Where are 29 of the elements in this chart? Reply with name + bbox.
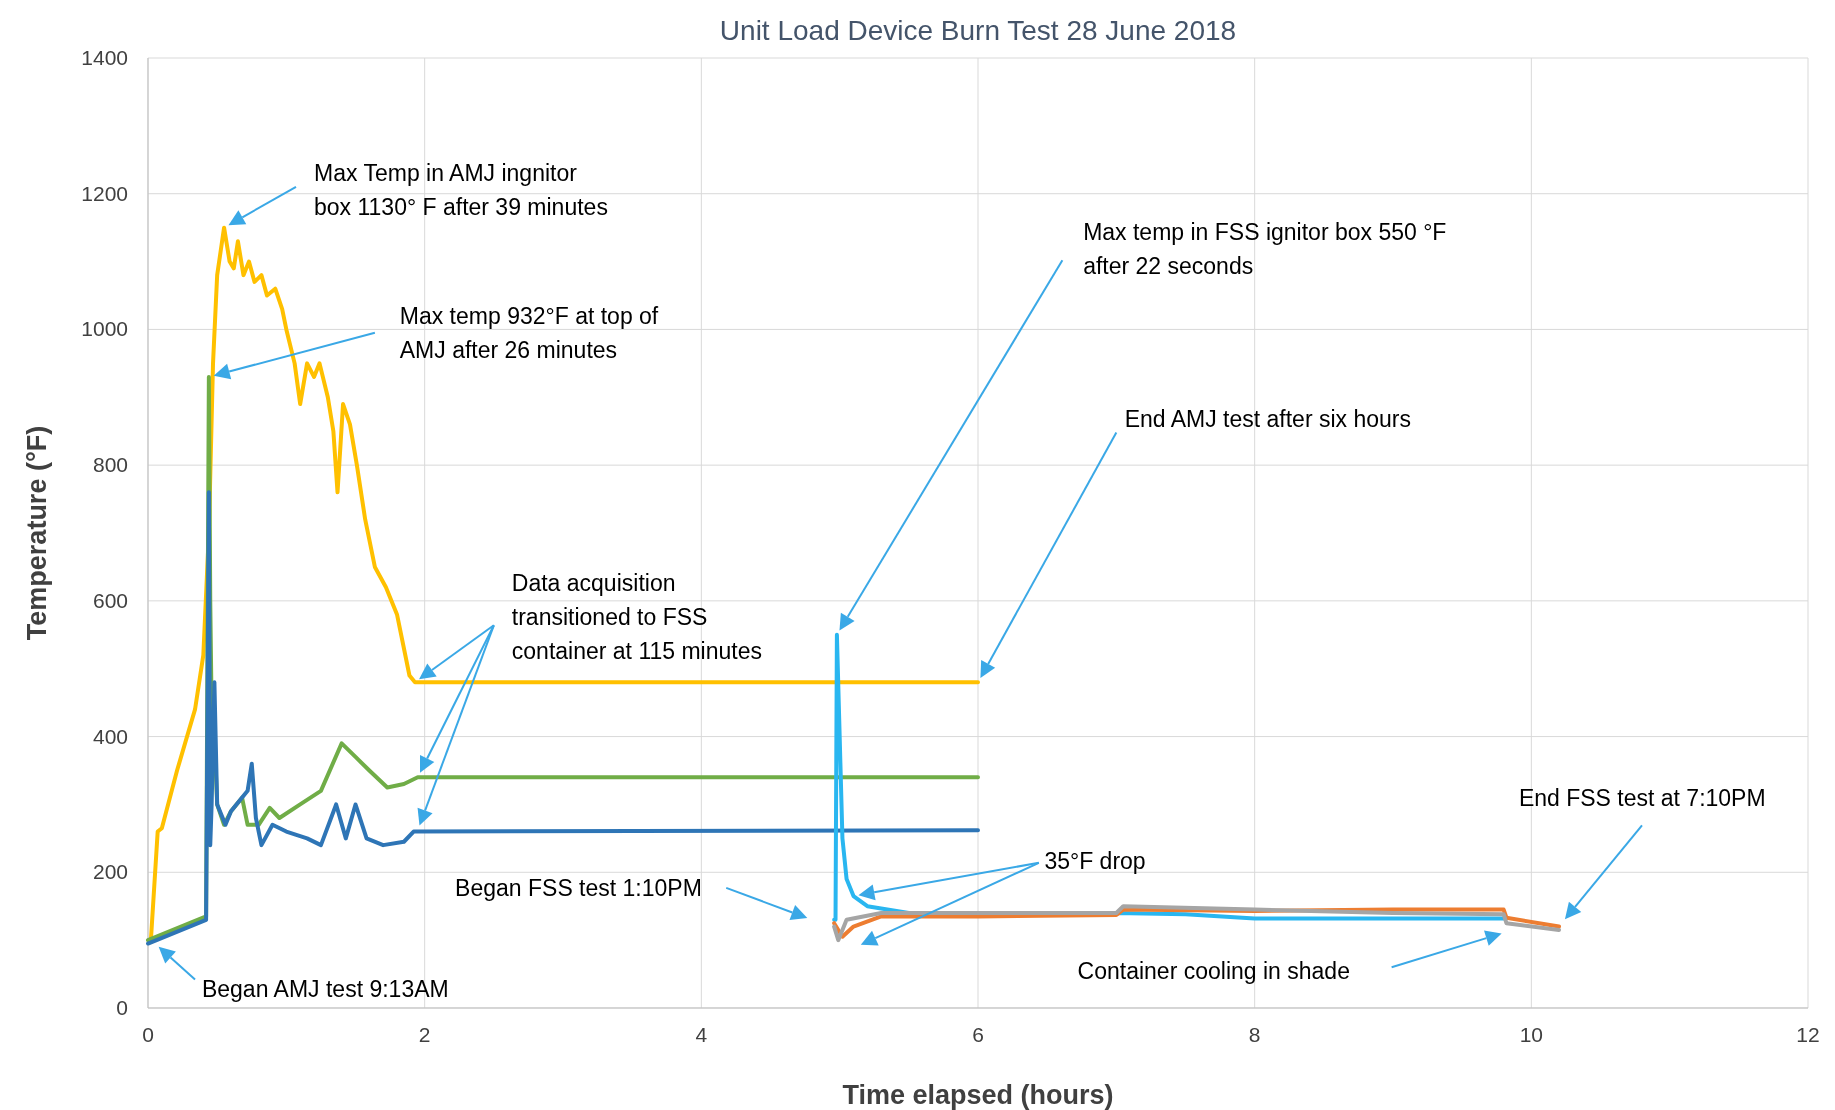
annotation: End AMJ test after six hours <box>1124 406 1411 433</box>
y-tick-label: 1000 <box>81 317 128 341</box>
annotation: Began FSS test 1:10PM <box>455 875 702 902</box>
y-tick-label: 1200 <box>81 181 128 205</box>
y-tick-label: 200 <box>92 860 128 884</box>
x-axis-title: Time elapsed (hours) <box>842 1080 1114 1110</box>
x-tick-label: 12 <box>1796 1023 1820 1046</box>
y-tick-label: 800 <box>92 453 128 477</box>
x-tick-label: 8 <box>1248 1023 1261 1046</box>
x-tick-label: 6 <box>972 1023 984 1046</box>
annotation: Data acquisition transitioned to FSS container at 115 minutes <box>511 570 762 664</box>
x-tick-label: 10 <box>1519 1023 1544 1046</box>
line-series <box>146 490 980 946</box>
annotation: 35°F drop <box>1044 848 1146 875</box>
annotation: Began AMJ test 9:13AM <box>201 976 449 1003</box>
y-tick-label: 600 <box>92 588 128 612</box>
x-tick-label: 2 <box>418 1023 431 1046</box>
chart-title: Unit Load Device Burn Test 28 June 2018 <box>719 15 1237 46</box>
y-axis-title: Temperature (°F) <box>22 425 52 641</box>
annotation: Container cooling in shade <box>1077 958 1350 985</box>
x-tick-label: 0 <box>142 1023 154 1046</box>
annotation: Max Temp in AMJ ingnitor box 1130° F after 39 minutes <box>314 160 608 221</box>
y-tick-label: 0 <box>116 996 128 1019</box>
annotation: Max temp in FSS ignitor box 550 °F after 22 seconds <box>1083 218 1447 279</box>
y-tick-label: 400 <box>92 724 128 748</box>
annotation: Max temp 932°F at top of AMJ after 26 minutes <box>399 302 659 363</box>
y-tick-label: 1400 <box>81 46 128 69</box>
annotation: End FSS test at 7:10PM <box>1518 785 1766 812</box>
x-tick-label: 4 <box>695 1023 708 1046</box>
